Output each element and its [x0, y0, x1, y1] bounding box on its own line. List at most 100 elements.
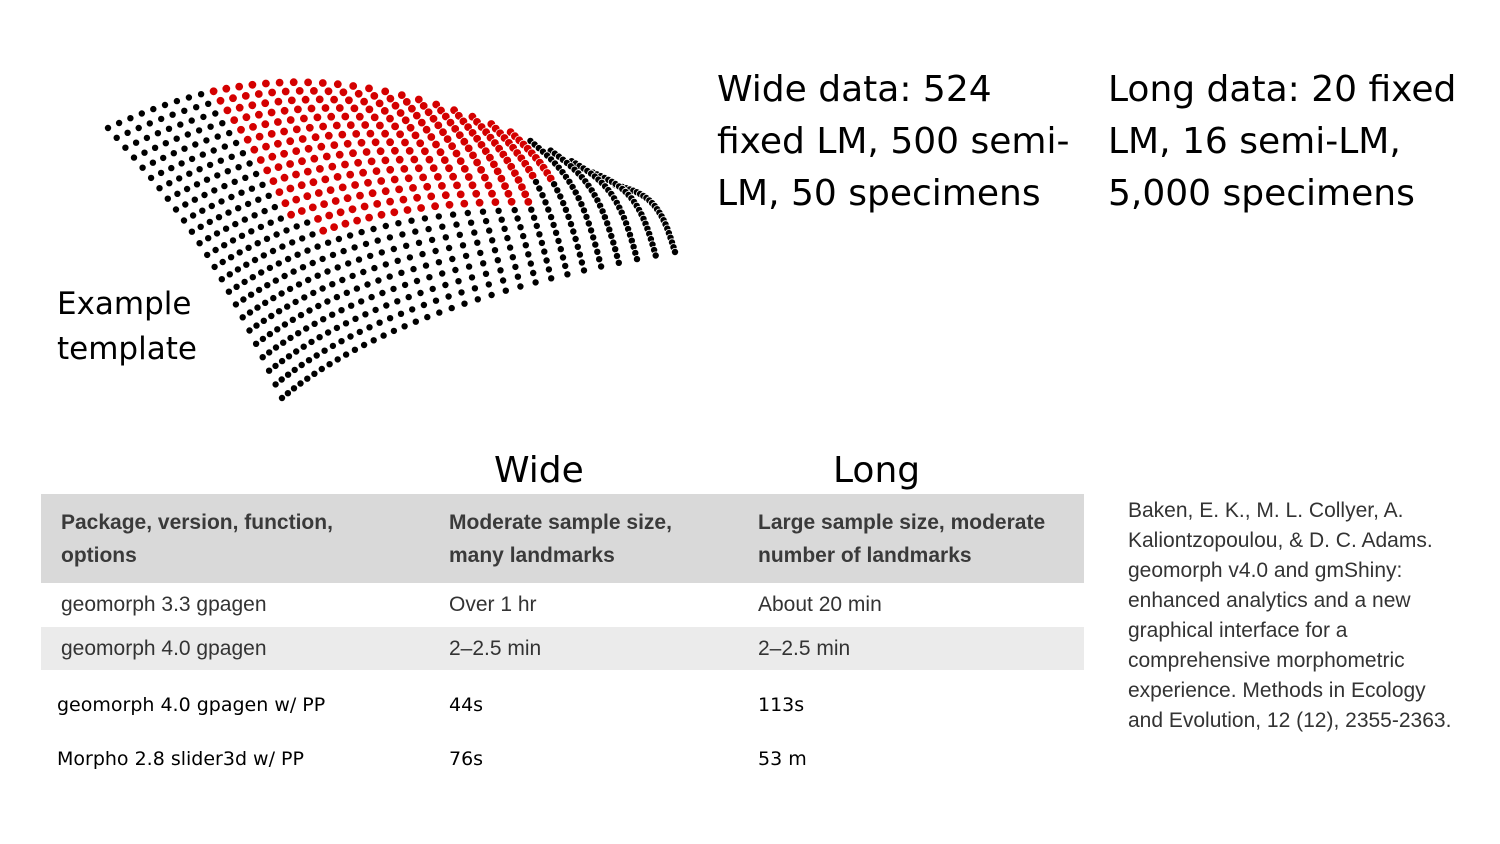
- fixed-landmark-point: [585, 220, 592, 227]
- fixed-landmark-point: [592, 241, 599, 248]
- semi-landmark-point: [413, 194, 422, 203]
- fixed-landmark-point: [596, 256, 603, 263]
- semi-landmark-point: [222, 84, 231, 93]
- fixed-landmark-point: [412, 228, 419, 235]
- fixed-landmark-point: [517, 283, 524, 290]
- semi-landmark-point: [323, 152, 332, 161]
- fixed-landmark-point: [251, 256, 258, 263]
- fixed-landmark-point: [494, 257, 501, 264]
- fixed-landmark-point: [495, 207, 502, 214]
- fixed-landmark-point: [156, 185, 163, 192]
- fixed-landmark-point: [402, 281, 409, 288]
- fixed-landmark-point: [168, 165, 175, 172]
- fixed-landmark-point: [196, 166, 203, 173]
- semi-landmark-point: [216, 97, 225, 106]
- fixed-landmark-point: [104, 124, 111, 131]
- fixed-landmark-point: [281, 272, 288, 279]
- fixed-landmark-point: [425, 226, 432, 233]
- fixed-landmark-point: [338, 307, 345, 314]
- fixed-landmark-point: [158, 169, 165, 176]
- fixed-landmark-point: [340, 248, 347, 255]
- fixed-landmark-point: [482, 270, 489, 277]
- fixed-landmark-point: [562, 262, 569, 269]
- fixed-landmark-point: [297, 312, 304, 319]
- semi-landmark-point: [339, 88, 348, 97]
- semi-landmark-point: [307, 104, 316, 113]
- fixed-landmark-point: [338, 338, 345, 345]
- semi-landmark-point: [257, 156, 266, 165]
- semi-landmark-point: [401, 116, 410, 125]
- fixed-landmark-point: [263, 235, 270, 242]
- semi-landmark-point: [381, 187, 390, 196]
- semi-landmark-point: [330, 223, 339, 232]
- semi-landmark-point: [524, 198, 533, 207]
- fixed-landmark-point: [193, 104, 200, 111]
- fixed-landmark-point: [390, 245, 397, 252]
- semi-landmark-point: [445, 201, 454, 210]
- fixed-landmark-point: [567, 221, 574, 228]
- semi-landmark-point: [230, 116, 239, 125]
- semi-landmark-point: [343, 194, 352, 203]
- fixed-landmark-point: [320, 316, 327, 323]
- fixed-landmark-point: [215, 214, 222, 221]
- fixed-landmark-point: [180, 217, 187, 224]
- semi-landmark-point: [309, 178, 318, 187]
- semi-landmark-point: [370, 92, 379, 101]
- fixed-landmark-point: [241, 278, 248, 285]
- fixed-landmark-point: [218, 198, 225, 205]
- fixed-landmark-point: [233, 283, 240, 290]
- fixed-landmark-point: [559, 254, 566, 261]
- fixed-landmark-point: [612, 246, 619, 253]
- semi-landmark-point: [288, 96, 297, 105]
- semi-landmark-point: [438, 182, 447, 191]
- fixed-landmark-point: [311, 370, 318, 377]
- semi-landmark-point: [333, 173, 342, 182]
- fixed-landmark-point: [280, 339, 287, 346]
- semi-landmark-point: [391, 122, 400, 131]
- fixed-landmark-point: [370, 225, 377, 232]
- fixed-landmark-point: [324, 268, 331, 275]
- semi-landmark-point: [400, 165, 409, 174]
- fixed-landmark-point: [463, 252, 470, 259]
- fixed-landmark-point: [364, 281, 371, 288]
- semi-landmark-point: [356, 112, 365, 121]
- semi-landmark-point: [456, 190, 465, 199]
- semi-landmark-point: [268, 152, 277, 161]
- fixed-landmark-point: [266, 331, 273, 338]
- semi-landmark-point: [287, 210, 296, 219]
- fixed-landmark-point: [246, 160, 253, 167]
- fixed-landmark-point: [485, 281, 492, 288]
- semi-landmark-point: [341, 160, 350, 169]
- fixed-landmark-point: [545, 206, 552, 213]
- fixed-landmark-point: [294, 251, 301, 258]
- fixed-landmark-point: [130, 154, 137, 161]
- semi-landmark-point: [348, 205, 357, 214]
- fixed-landmark-point: [221, 242, 228, 249]
- fixed-landmark-point: [228, 193, 235, 200]
- fixed-landmark-point: [370, 337, 377, 344]
- fixed-landmark-point: [232, 301, 239, 308]
- fixed-landmark-point: [273, 231, 280, 238]
- fixed-landmark-point: [570, 228, 577, 235]
- fixed-landmark-point: [272, 381, 279, 388]
- fixed-landmark-point: [228, 254, 235, 261]
- semi-landmark-point: [316, 165, 325, 174]
- fixed-landmark-point: [285, 353, 292, 360]
- fixed-landmark-point: [272, 344, 279, 351]
- fixed-landmark-point: [158, 115, 165, 122]
- semi-landmark-point: [475, 198, 484, 207]
- semi-landmark-point: [421, 147, 430, 156]
- fixed-landmark-point: [133, 139, 140, 146]
- fixed-landmark-point: [474, 239, 481, 246]
- semi-landmark-point: [349, 82, 358, 91]
- fixed-landmark-point: [310, 289, 317, 296]
- semi-landmark-point: [336, 104, 345, 113]
- fixed-landmark-point: [285, 371, 292, 378]
- fixed-landmark-point: [314, 272, 321, 279]
- fixed-landmark-point: [146, 120, 153, 127]
- fixed-landmark-point: [178, 160, 185, 167]
- fixed-landmark-point: [608, 232, 615, 239]
- fixed-landmark-point: [550, 221, 557, 228]
- semi-landmark-point: [381, 129, 390, 138]
- semi-landmark-point: [373, 200, 382, 209]
